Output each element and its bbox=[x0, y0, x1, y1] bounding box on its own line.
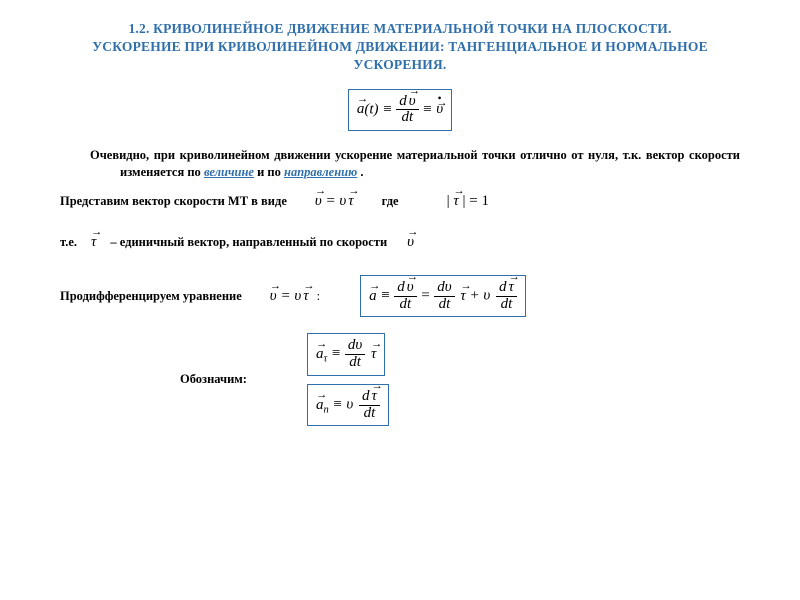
p3-a: т.е. bbox=[60, 235, 77, 250]
p1-text-mid: и по bbox=[257, 165, 284, 179]
section-title: 1.2. КРИВОЛИНЕЙНОЕ ДВИЖЕНИЕ МАТЕРИАЛЬНОЙ… bbox=[60, 20, 740, 75]
title-line-1: 1.2. КРИВОЛИНЕЙНОЕ ДВИЖЕНИЕ МАТЕРИАЛЬНОЙ… bbox=[128, 21, 671, 36]
symbol-upsilon: →υ bbox=[387, 234, 422, 251]
document-page: 1.2. КРИВОЛИНЕЙНОЕ ДВИЖЕНИЕ МАТЕРИАЛЬНОЙ… bbox=[0, 0, 800, 448]
p5-label: Обозначим: bbox=[180, 372, 247, 387]
row-denote: Обозначим: →aτ ≡ dυdt →τ →an ≡ υ d→τdt bbox=[60, 333, 740, 426]
p2-where: где bbox=[382, 194, 399, 209]
p1-text-a: Очевидно, при криволинейном движении уск… bbox=[90, 148, 740, 179]
p2-label: Представим вектор скорости МТ в виде bbox=[60, 194, 287, 209]
formula-v-eq-v-tau: →υ = υ→τ bbox=[307, 193, 362, 210]
p3-b: – единичный вектор, направленный по скор… bbox=[110, 235, 387, 250]
main-formula-row: →a(t) ≡ d→υdt ≡ •→υ bbox=[60, 89, 740, 132]
formula-stack: →aτ ≡ dυdt →τ →an ≡ υ d→τdt bbox=[307, 333, 389, 426]
paragraph-1: Очевидно, при криволинейном движении уск… bbox=[90, 147, 740, 181]
title-line-2: УСКОРЕНИЕ ПРИ КРИВОЛИНЕЙНОМ ДВИЖЕНИИ: ТА… bbox=[92, 39, 708, 72]
symbol-tau: →τ bbox=[77, 234, 110, 251]
p1-underline-2: направлению bbox=[284, 165, 357, 179]
formula-a-expanded: →a ≡ d→υdt = dυdt →τ + υ d→τdt bbox=[360, 275, 526, 318]
formula-v-eq-v-tau-repeat: →υ = υ→τ bbox=[262, 288, 317, 305]
row-differentiate: Продифференцируем уравнение →υ = υ→τ : →… bbox=[60, 275, 740, 318]
p1-underline-1: величине bbox=[204, 165, 254, 179]
p4-label: Продифференцируем уравнение bbox=[60, 289, 242, 304]
formula-a-tau: →aτ ≡ dυdt →τ bbox=[307, 333, 385, 376]
formula-tau-unit: | →τ | = 1 bbox=[439, 193, 497, 210]
row-unit-vector: т.е. →τ – единичный вектор, направленный… bbox=[60, 234, 740, 251]
formula-a-n: →an ≡ υ d→τdt bbox=[307, 384, 389, 427]
row-velocity-decomp: Представим вектор скорости МТ в виде →υ … bbox=[60, 193, 740, 210]
formula-acceleration-def: →a(t) ≡ d→υdt ≡ •→υ bbox=[348, 89, 452, 132]
p1-text-end: . bbox=[360, 165, 363, 179]
